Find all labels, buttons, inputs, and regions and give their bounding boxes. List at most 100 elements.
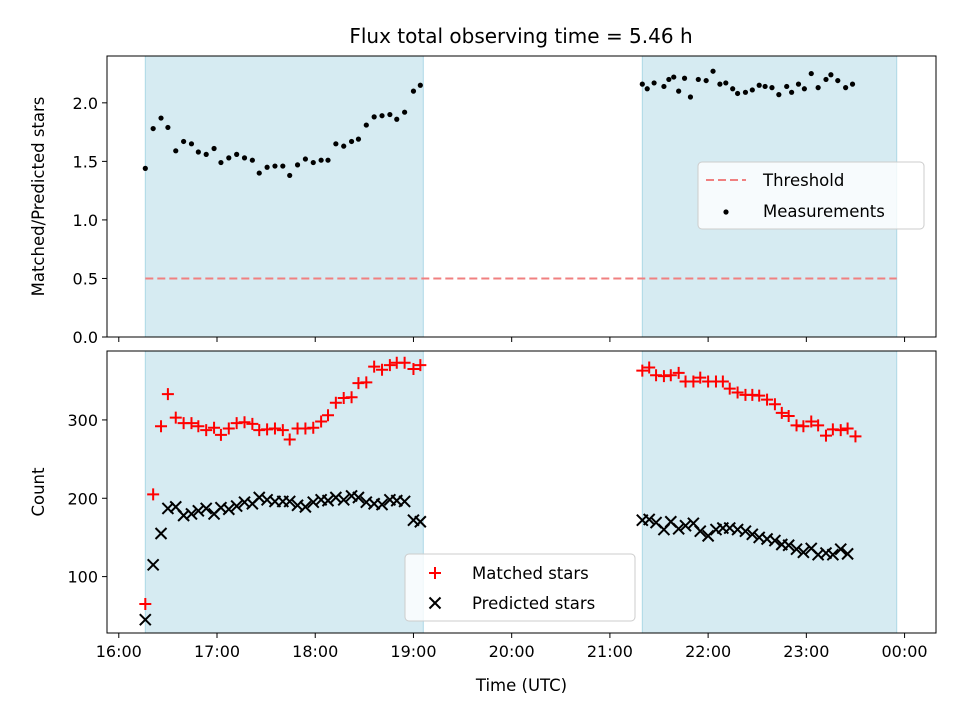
- y-tick-label: 1.0: [73, 211, 98, 230]
- measurement-point: [644, 86, 650, 92]
- matched-star-point: [246, 417, 259, 430]
- top-x-ticks: [118, 337, 906, 342]
- matched-star-point: [407, 363, 420, 376]
- measurement-point: [173, 148, 179, 154]
- measurement-point: [749, 87, 755, 93]
- measurement-point: [808, 70, 814, 77]
- legend-matched-swatch: [429, 567, 441, 579]
- matched-star-point: [841, 422, 854, 435]
- top-panel: 0.00.51.01.52.0 Matched/Predicted stars …: [29, 55, 937, 347]
- y-tick-label: 200: [67, 489, 98, 508]
- predicted-star-point: [694, 524, 707, 538]
- bottom-y-axis-label: Count: [29, 467, 48, 517]
- measurement-point: [703, 77, 709, 84]
- matched-star-point: [805, 415, 818, 428]
- matched-star-point: [268, 422, 281, 435]
- predicted-star-point: [826, 548, 840, 561]
- measurement-point: [150, 125, 156, 132]
- measurement-point: [226, 155, 232, 161]
- measurement-point: [348, 138, 355, 145]
- matched-star-point: [753, 389, 766, 402]
- legend-box: [697, 161, 925, 230]
- measurement-point: [849, 81, 856, 87]
- matched-star-point: [723, 382, 736, 395]
- matched-star-point: [672, 366, 685, 379]
- matched-star-point: [797, 420, 810, 433]
- measurement-point: [843, 85, 849, 91]
- measurement-point: [333, 141, 339, 147]
- measurement-point: [355, 136, 362, 142]
- predicted-star-point: [701, 529, 715, 543]
- matched-stars-points: [139, 356, 862, 611]
- predicted-star-point: [185, 507, 198, 521]
- x-tick-label: 18:00: [292, 642, 338, 661]
- measurement-points: [142, 68, 856, 179]
- legend-measurement-swatch: [723, 209, 729, 215]
- predicted-star-point: [672, 522, 685, 536]
- measurement-point: [801, 86, 807, 92]
- measurement-point: [394, 116, 400, 122]
- predicted-star-point: [790, 542, 803, 556]
- predicted-stars-points: [139, 489, 854, 626]
- bottom-legend: Matched stars Predicted stars: [404, 553, 636, 622]
- measurement-point: [371, 114, 377, 120]
- matched-star-point: [345, 391, 358, 404]
- measurement-point: [203, 151, 209, 157]
- matched-star-point: [222, 422, 235, 435]
- bottom-axes-frame: [106, 350, 937, 634]
- measurement-point: [723, 80, 729, 86]
- y-tick-label: 2.0: [73, 94, 98, 113]
- matched-star-point: [161, 388, 174, 401]
- measurement-point: [310, 159, 316, 166]
- x-axis-label: Time (UTC): [475, 676, 567, 695]
- measurement-point: [730, 86, 736, 92]
- top-y-ticks: 0.0 0.5 1.0 1.5 2.0: [73, 94, 107, 347]
- x-tick-label: 22:00: [685, 642, 731, 661]
- measurement-point: [249, 157, 255, 163]
- legend-predicted-label: Predicted stars: [472, 594, 595, 613]
- predicted-star-point: [222, 503, 236, 516]
- predicted-star-point: [797, 546, 810, 559]
- matched-star-point: [192, 420, 205, 433]
- predicted-star-point: [230, 499, 243, 513]
- bottom-observing-windows: [144, 350, 898, 634]
- measurement-point: [181, 138, 187, 145]
- matched-star-point: [139, 598, 152, 611]
- predicted-star-point: [307, 495, 320, 509]
- bottom-panel: 16:00 17:00 18:00 19:00 20:00 21:00 22:00 23:00…: [29, 350, 937, 695]
- y-tick-label: 0.0: [73, 328, 98, 347]
- matched-star-point: [238, 416, 251, 429]
- measurement-point: [789, 89, 795, 95]
- x-tick-label: 16:00: [96, 642, 142, 661]
- predicted-star-point: [299, 500, 312, 514]
- measurement-point: [241, 155, 248, 161]
- top-axes-frame: [106, 55, 937, 338]
- measurement-point: [318, 157, 324, 163]
- measurement-point: [218, 159, 224, 166]
- x-tick-label: 00:00: [882, 642, 928, 661]
- matched-star-point: [782, 410, 795, 423]
- predicted-star-point: [192, 504, 205, 518]
- top-legend: Threshold Measurements: [697, 161, 925, 230]
- predicted-star-point: [329, 491, 343, 504]
- matched-star-point: [643, 361, 656, 374]
- measurement-point: [776, 92, 782, 98]
- measurement-point: [681, 75, 688, 81]
- measurement-point: [695, 76, 701, 83]
- observing-window: [641, 350, 898, 634]
- measurement-point: [815, 85, 821, 91]
- x-tick-label: 20:00: [489, 642, 535, 661]
- measurement-point: [756, 82, 762, 88]
- measurement-point: [195, 149, 201, 155]
- matched-star-point: [315, 415, 328, 428]
- matched-star-point: [768, 398, 781, 411]
- measurement-point: [264, 164, 270, 170]
- predicted-star-point: [337, 493, 350, 507]
- measurement-point: [272, 163, 278, 169]
- measurement-point: [417, 82, 423, 88]
- predicted-star-point: [283, 495, 296, 508]
- observing-window: [144, 350, 424, 634]
- measurement-point: [835, 77, 841, 84]
- measurement-point: [666, 76, 672, 83]
- measurement-point: [795, 81, 802, 87]
